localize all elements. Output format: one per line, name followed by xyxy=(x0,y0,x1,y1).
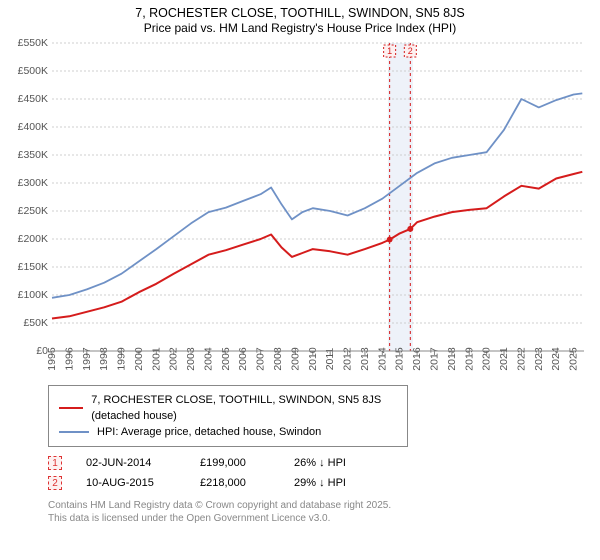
svg-text:£350K: £350K xyxy=(18,149,48,161)
chart-title: 7, ROCHESTER CLOSE, TOOTHILL, SWINDON, S… xyxy=(10,6,590,20)
event-row-2: 2 10-AUG-2015 £218,000 29% ↓ HPI xyxy=(48,473,590,493)
legend-row-hpi: HPI: Average price, detached house, Swin… xyxy=(59,424,397,440)
event-marker-2-icon: 2 xyxy=(48,476,62,490)
svg-text:£450K: £450K xyxy=(18,93,48,105)
event-table: 1 02-JUN-2014 £199,000 26% ↓ HPI 2 10-AU… xyxy=(48,453,590,493)
chart-subtitle: Price paid vs. HM Land Registry's House … xyxy=(10,21,590,35)
event-1-date: 02-JUN-2014 xyxy=(86,457,176,469)
event-1-hpi: 26% ↓ HPI xyxy=(294,457,384,469)
footer: Contains HM Land Registry data © Crown c… xyxy=(48,499,590,525)
legend-label-property: 7, ROCHESTER CLOSE, TOOTHILL, SWINDON, S… xyxy=(91,392,397,424)
event-2-hpi: 29% ↓ HPI xyxy=(294,477,384,489)
legend-row-property: 7, ROCHESTER CLOSE, TOOTHILL, SWINDON, S… xyxy=(59,392,397,424)
svg-text:£150K: £150K xyxy=(18,261,48,273)
legend-label-hpi: HPI: Average price, detached house, Swin… xyxy=(97,424,321,440)
event-2-date: 10-AUG-2015 xyxy=(86,477,176,489)
legend: 7, ROCHESTER CLOSE, TOOTHILL, SWINDON, S… xyxy=(48,385,408,447)
svg-text:£400K: £400K xyxy=(18,121,48,133)
svg-text:£550K: £550K xyxy=(18,39,48,49)
event-row-1: 1 02-JUN-2014 £199,000 26% ↓ HPI xyxy=(48,453,590,473)
legend-swatch-property xyxy=(59,407,83,409)
footer-line-1: Contains HM Land Registry data © Crown c… xyxy=(48,499,590,512)
chart-svg: £0£50K£100K£150K£200K£250K£300K£350K£400… xyxy=(10,39,590,379)
event-2-price: £218,000 xyxy=(200,477,270,489)
svg-text:£100K: £100K xyxy=(18,289,48,301)
event-marker-1-icon: 1 xyxy=(48,456,62,470)
chart-titles: 7, ROCHESTER CLOSE, TOOTHILL, SWINDON, S… xyxy=(10,6,590,35)
svg-text:£500K: £500K xyxy=(18,65,48,77)
legend-swatch-hpi xyxy=(59,431,89,433)
svg-text:2: 2 xyxy=(408,46,413,56)
svg-text:£50K: £50K xyxy=(23,317,48,329)
svg-text:£250K: £250K xyxy=(18,205,48,217)
price-chart: £0£50K£100K£150K£200K£250K£300K£350K£400… xyxy=(10,39,590,379)
event-1-price: £199,000 xyxy=(200,457,270,469)
svg-text:£300K: £300K xyxy=(18,177,48,189)
svg-text:1: 1 xyxy=(387,46,392,56)
footer-line-2: This data is licensed under the Open Gov… xyxy=(48,512,590,525)
svg-text:£200K: £200K xyxy=(18,233,48,245)
